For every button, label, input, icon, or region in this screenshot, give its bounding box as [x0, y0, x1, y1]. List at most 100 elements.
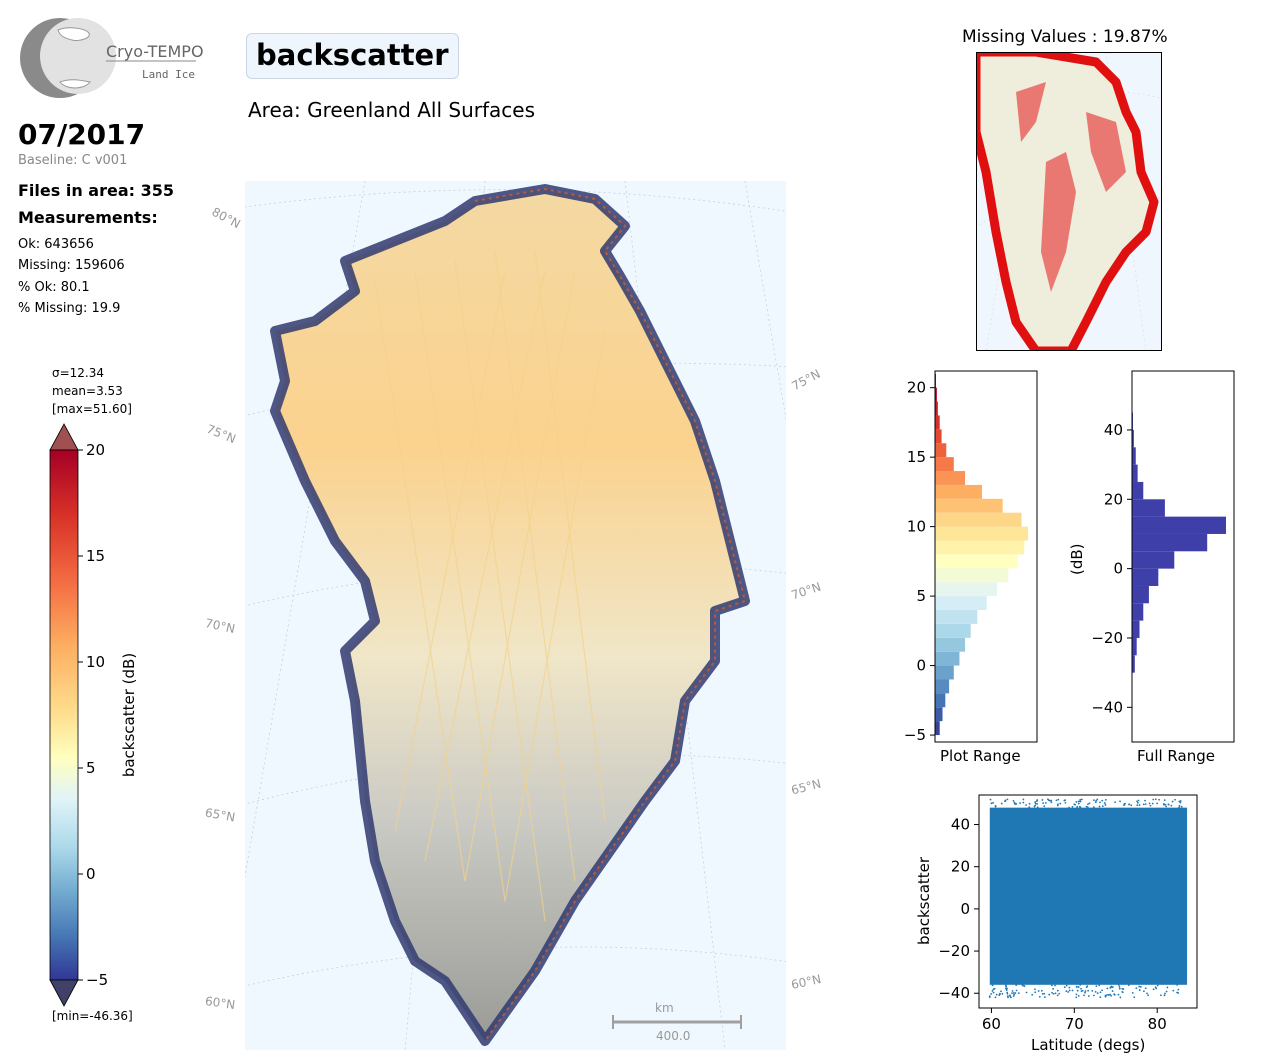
- histogram-bar: [935, 721, 940, 736]
- parameter-title: backscatter: [246, 33, 459, 79]
- scatter-point: [994, 996, 997, 999]
- scatter-point: [1158, 798, 1161, 801]
- scale-value: 400.0: [656, 1029, 691, 1043]
- full-range-ylabel: (dB): [1068, 543, 1086, 575]
- scatter-point: [1036, 803, 1039, 805]
- scatter-point: [1034, 988, 1036, 991]
- lat-label-75-right: 75°N: [789, 366, 823, 394]
- scatter-point: [1142, 803, 1145, 806]
- scatter-point: [1176, 983, 1179, 986]
- scatter-point: [1012, 800, 1015, 802]
- cryo-tempo-logo: [20, 18, 196, 98]
- scatter-point: [1138, 985, 1141, 988]
- scatter-point: [1101, 805, 1104, 808]
- scatter-point: [1119, 800, 1121, 803]
- histogram-bar: [935, 693, 946, 708]
- scatter-point: [1174, 798, 1176, 801]
- scatter-point: [1038, 995, 1041, 998]
- scatter-tick-label: 80: [1148, 1015, 1167, 1030]
- scatter-point: [1067, 991, 1070, 993]
- scatter-point: [1015, 989, 1018, 992]
- scatter-point: [1011, 990, 1014, 992]
- histogram-bar: [935, 637, 966, 652]
- scatter-point: [1052, 992, 1055, 995]
- scatter-point: [1170, 804, 1173, 807]
- histogram-bar: [1132, 481, 1144, 500]
- missing-map-title: Missing Values : 19.87%: [962, 27, 1168, 47]
- scatter-point: [1005, 989, 1008, 992]
- scatter-point: [1041, 992, 1044, 995]
- scatter-point: [991, 990, 994, 992]
- lat-label-70-left: 70°N: [203, 616, 237, 636]
- scatter-point: [1079, 798, 1082, 801]
- histogram-bar: [935, 457, 954, 472]
- scatter-point: [1143, 990, 1145, 993]
- histogram-bar: [1132, 464, 1138, 482]
- histogram-tick-label: 10: [907, 518, 926, 536]
- scatter-point: [1034, 802, 1037, 805]
- scatter-point: [1177, 988, 1180, 991]
- scatter-point: [1007, 996, 1009, 999]
- scatter-point: [1147, 994, 1150, 997]
- scatter-point: [1076, 805, 1079, 808]
- scatter-point: [1091, 989, 1094, 992]
- scatter-point: [1050, 801, 1053, 804]
- scatter-point: [1118, 985, 1121, 988]
- histogram-bar: [935, 401, 938, 416]
- histogram-bar: [935, 471, 966, 485]
- scatter-point: [1156, 984, 1159, 987]
- lat-label-65-left: 65°N: [204, 805, 237, 825]
- scatter-point: [1103, 802, 1106, 804]
- scatter-point: [1138, 804, 1141, 806]
- scatter-point: [1098, 984, 1101, 987]
- scatter-point: [992, 991, 995, 994]
- scatter-point: [1063, 986, 1066, 988]
- histogram-bar: [1132, 585, 1149, 604]
- scatter-point: [1096, 992, 1099, 995]
- scatter-point: [1031, 993, 1034, 996]
- scatter-point: [989, 798, 992, 801]
- scatter-point: [994, 805, 997, 808]
- lat-label-70-right: 70°N: [789, 579, 823, 603]
- scatter-point: [1004, 987, 1007, 990]
- missing-count: Missing: 159606: [18, 258, 125, 273]
- histogram-bar: [935, 387, 937, 402]
- scatter-point: [1014, 803, 1017, 806]
- scatter-point: [1033, 805, 1036, 808]
- scatter-point: [1006, 992, 1009, 995]
- scatter-point: [1075, 801, 1078, 803]
- scatter-point: [1093, 799, 1095, 802]
- scatter-point-cloud: [989, 807, 1188, 985]
- scatter-point: [1015, 984, 1018, 987]
- scatter-point: [1148, 802, 1151, 805]
- scatter-point: [1052, 987, 1054, 990]
- histogram-bar: [935, 707, 943, 722]
- scatter-tick-label: 60: [982, 1015, 1001, 1030]
- lat-label-75-left: 75°N: [204, 421, 238, 447]
- scatter-ylabel: backscatter: [915, 856, 933, 945]
- scatter-point: [1044, 802, 1047, 804]
- scatter-point: [1171, 800, 1174, 803]
- scatter-point: [1077, 802, 1080, 805]
- scatter-point: [1095, 985, 1098, 988]
- scatter-point: [1046, 798, 1049, 801]
- scatter-point: [1110, 985, 1113, 988]
- lat-label-65-right: 65°N: [789, 776, 823, 798]
- scatter-point: [1137, 799, 1140, 802]
- scatter-point: [1079, 800, 1082, 803]
- scatter-point: [1178, 800, 1181, 803]
- scatter-point: [1111, 990, 1114, 992]
- scatter-point: [1095, 799, 1098, 802]
- scale-unit: km: [655, 1001, 674, 1015]
- lat-label-60-right: 60°N: [789, 972, 823, 992]
- scatter-point: [1068, 989, 1071, 992]
- histogram-tick-label: 5: [916, 587, 926, 605]
- scatter-point: [1165, 805, 1168, 808]
- scatter-point: [1149, 804, 1152, 807]
- histogram-bar: [1132, 655, 1135, 673]
- histogram-bar: [935, 582, 998, 597]
- area-label: Area: Greenland All Surfaces: [248, 98, 535, 122]
- colorbar-max-arrow: [49, 423, 79, 451]
- scatter-point: [998, 992, 1001, 995]
- scatter-point: [1109, 993, 1112, 996]
